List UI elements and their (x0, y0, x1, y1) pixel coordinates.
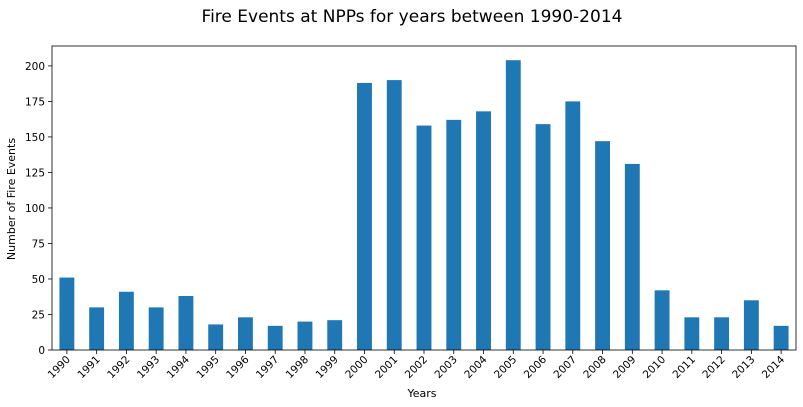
bar-1996 (238, 317, 253, 350)
y-tick-label: 100 (25, 203, 45, 215)
bar-2000 (357, 82, 372, 351)
y-axis-label: Number of Fire Events (5, 138, 18, 260)
x-tick-label: 1996 (224, 353, 252, 381)
bar-2011 (684, 317, 700, 350)
y-tick-label: 50 (32, 274, 45, 286)
x-tick-label: 2000 (343, 354, 370, 381)
bar-2001 (386, 80, 402, 351)
y-tick-label: 25 (32, 309, 45, 321)
x-tick-label: 2013 (730, 354, 757, 381)
x-tick-label: 1992 (105, 354, 132, 381)
x-tick-label: 2012 (700, 354, 727, 381)
bar-2012 (714, 317, 730, 350)
x-tick-label: 2011 (671, 354, 698, 381)
x-tick-label: 2004 (462, 353, 490, 381)
x-axis-label: Years (406, 387, 436, 400)
x-tick-label: 1998 (284, 354, 311, 381)
chart-title: Fire Events at NPPs for years between 19… (202, 7, 623, 27)
plot-frame (51, 45, 797, 351)
bar-2004 (476, 111, 491, 350)
bar-1992 (118, 291, 134, 350)
bar-1990 (59, 277, 75, 350)
x-tick-label: 2006 (522, 353, 550, 381)
y-tick-label: 200 (25, 61, 45, 73)
x-tick-label: 2009 (611, 354, 638, 381)
x-tick-label: 2007 (552, 354, 579, 381)
x-tick-label: 1995 (194, 354, 221, 381)
bar-2007 (565, 101, 581, 350)
y-axis: 0 25 50 75 100 125 150 175 200 (25, 61, 52, 357)
x-tick-label: 2003 (432, 354, 459, 381)
bar-1999 (327, 320, 343, 350)
x-tick-label: 2008 (581, 354, 608, 381)
bar-2008 (595, 141, 610, 350)
bar-2010 (654, 290, 670, 350)
bar-2005 (505, 60, 521, 351)
x-tick-label: 1999 (313, 354, 340, 381)
x-tick-label: 1994 (165, 353, 193, 381)
x-axis: 1990 1991 1992 1993 1994 1995 1996 1997 1998 1999… (46, 350, 788, 381)
x-tick-label: 1991 (75, 354, 102, 381)
x-tick-label: 2002 (403, 354, 430, 381)
y-tick-label: 0 (38, 345, 45, 357)
x-tick-label: 2014 (760, 353, 788, 381)
x-tick-label: 1997 (254, 354, 281, 381)
x-tick-label: 2005 (492, 354, 519, 381)
bar-1991 (89, 307, 105, 350)
x-tick-label: 2010 (641, 354, 668, 381)
bar-1994 (178, 296, 194, 350)
bars-group (59, 60, 789, 351)
bar-2014 (773, 325, 789, 350)
bar-2003 (446, 119, 462, 350)
bar-1993 (148, 307, 164, 350)
bar-1997 (267, 325, 283, 350)
y-tick-label: 150 (25, 132, 45, 144)
bar-2009 (624, 163, 640, 350)
bar-1995 (208, 324, 224, 350)
x-tick-label: 1990 (46, 354, 73, 381)
y-tick-label: 125 (25, 167, 45, 179)
y-tick-label: 75 (32, 238, 45, 250)
x-tick-label: 2001 (373, 354, 400, 381)
bar-2006 (535, 124, 551, 350)
bar-2002 (416, 125, 432, 351)
bar-1998 (297, 321, 313, 350)
y-tick-label: 175 (25, 96, 45, 108)
bar-2013 (743, 300, 759, 350)
x-tick-label: 1993 (135, 354, 162, 381)
